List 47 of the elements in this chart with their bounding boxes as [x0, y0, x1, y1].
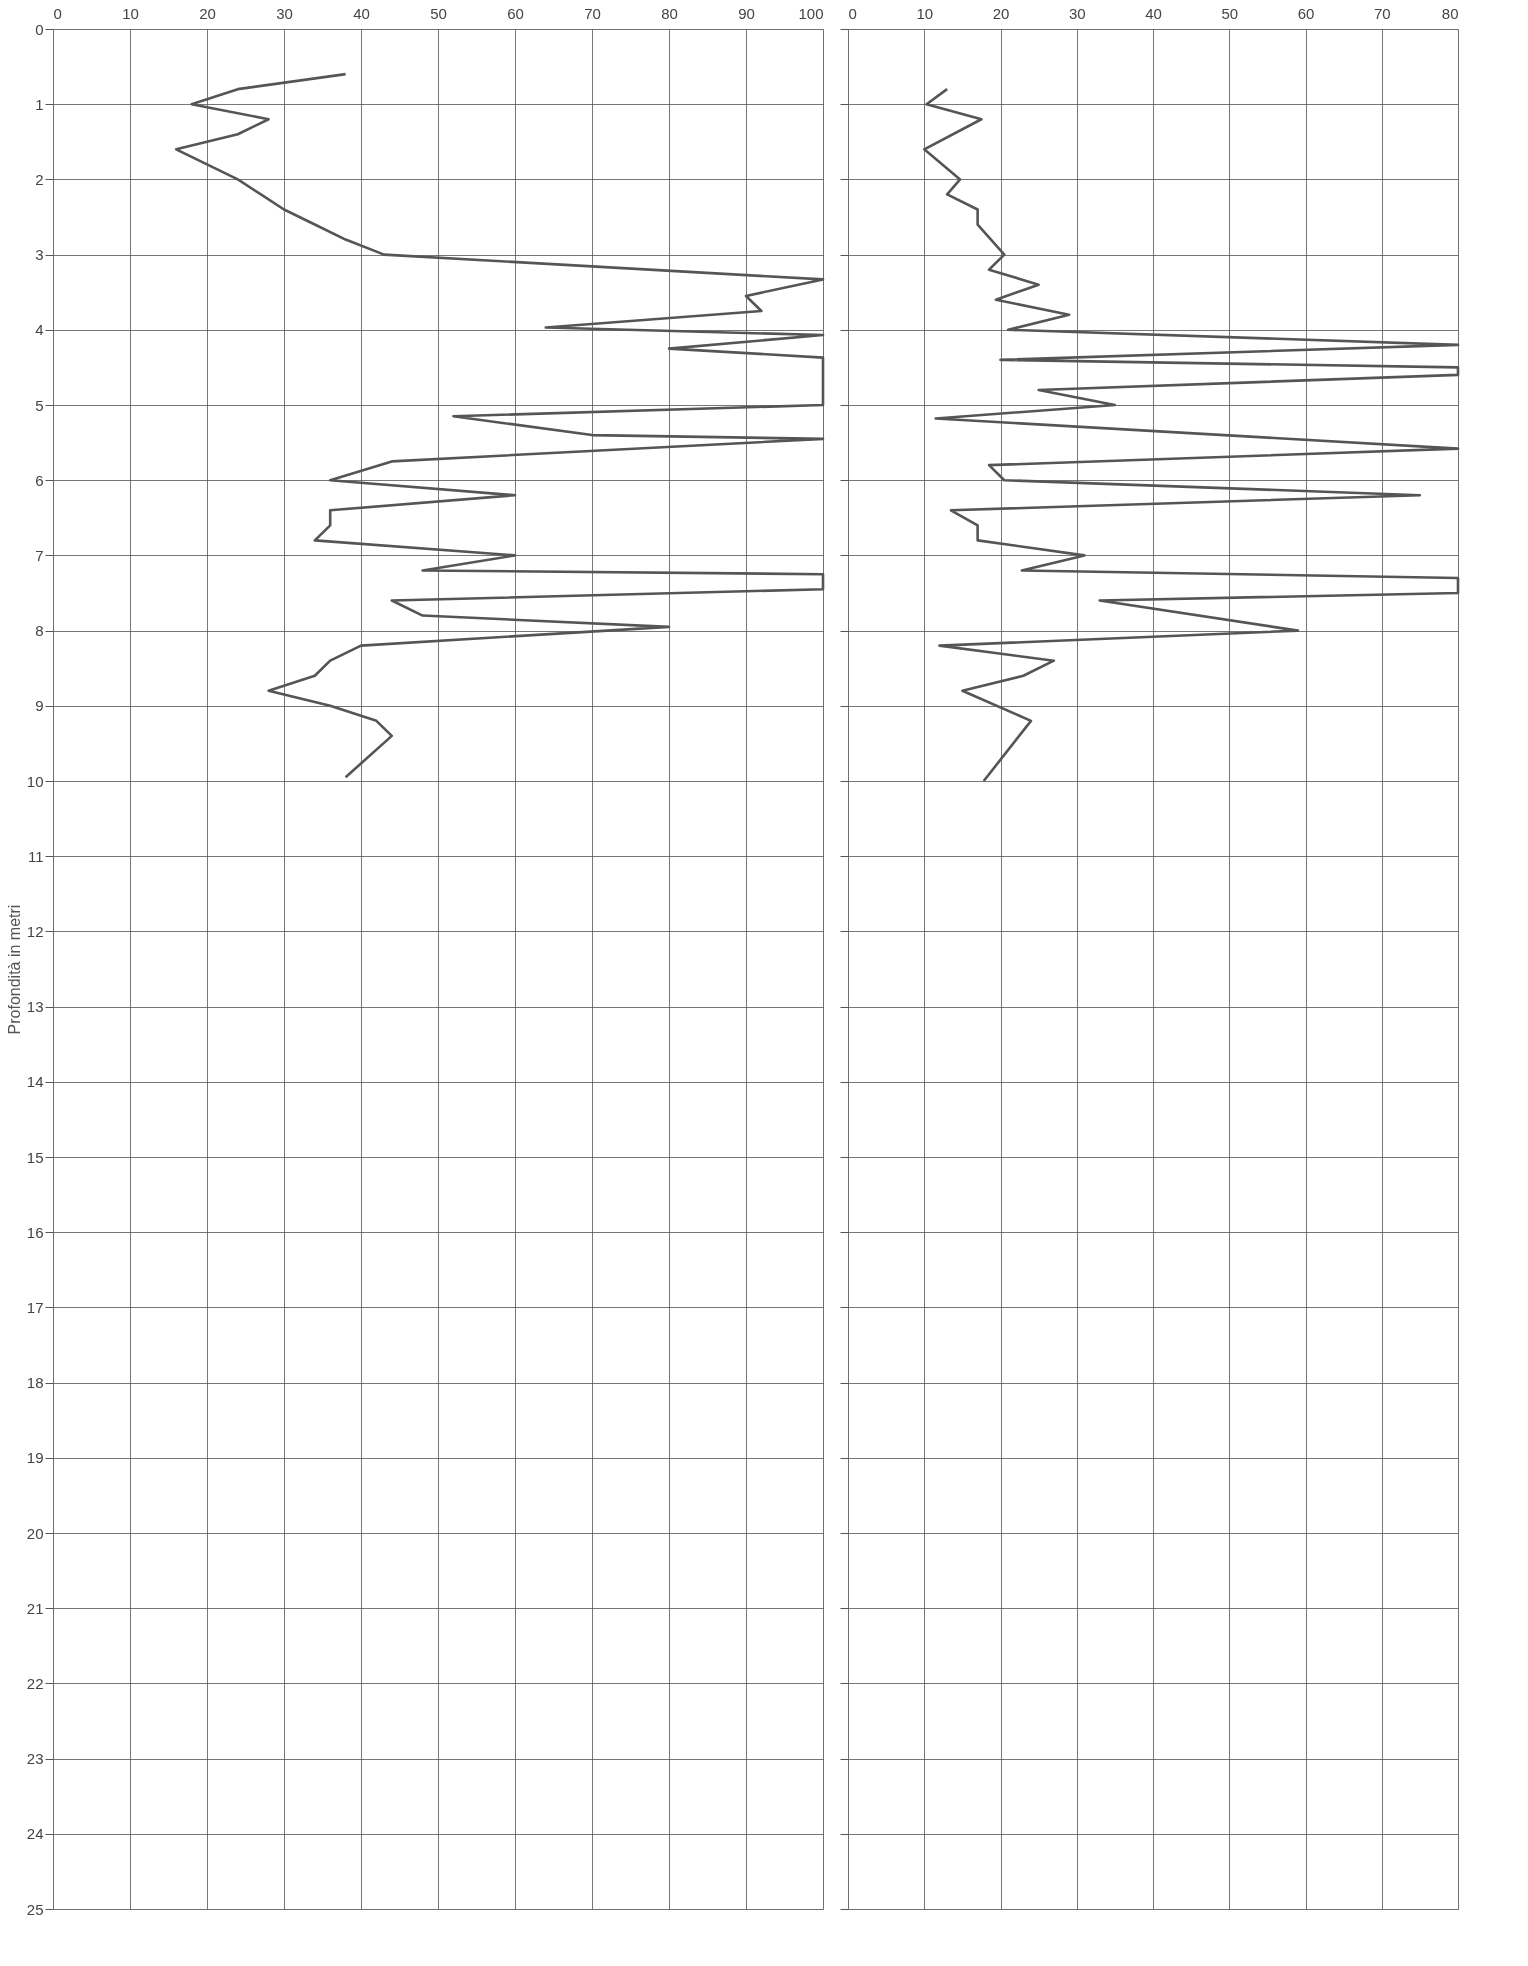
x-tick-label: 0 — [848, 4, 857, 22]
y-tick-label: 15 — [26, 1148, 44, 1166]
y-tick-label: 2 — [35, 170, 44, 188]
y-tick-label: 19 — [26, 1449, 44, 1467]
x-tick-label: 80 — [1441, 4, 1459, 22]
y-tick-label: 1 — [35, 95, 44, 113]
y-tick-label: 12 — [26, 922, 44, 940]
x-tick-label: 80 — [661, 4, 678, 22]
y-tick-label: 17 — [26, 1298, 44, 1316]
y-tick-label: 5 — [35, 396, 44, 414]
y-tick-label: 6 — [35, 471, 44, 489]
y-tick-label: 24 — [26, 1825, 44, 1843]
x-tick-label: 40 — [353, 4, 370, 22]
y-tick-label: 11 — [27, 847, 44, 865]
x-tick-label: 90 — [738, 4, 755, 22]
y-tick-label: 13 — [26, 998, 44, 1016]
y-tick-label: 4 — [35, 321, 44, 339]
x-tick-label: 10 — [916, 4, 934, 22]
y-axis-title: Profondità in metri — [5, 904, 23, 1035]
y-tick-label: 18 — [26, 1374, 44, 1392]
y-tick-label: 16 — [26, 1223, 44, 1241]
x-tick-label: 30 — [1068, 4, 1086, 22]
y-tick-label: 0 — [35, 20, 44, 38]
y-tick-label: 7 — [35, 546, 44, 564]
x-tick-label: 20 — [199, 4, 216, 22]
y-tick-label: 14 — [26, 1073, 44, 1091]
y-tick-label: 9 — [35, 697, 44, 715]
x-tick-label: 60 — [507, 4, 524, 22]
y-tick-label: 22 — [26, 1674, 44, 1692]
y-tick-label: 8 — [35, 622, 44, 640]
x-tick-label: 70 — [1373, 4, 1391, 22]
x-tick-label: 10 — [122, 4, 139, 22]
x-tick-label: 0 — [53, 4, 62, 22]
x-tick-label: 30 — [276, 4, 293, 22]
x-tick-label: 20 — [992, 4, 1010, 22]
y-tick-label: 21 — [26, 1599, 44, 1617]
y-tick-label: 23 — [26, 1750, 44, 1768]
y-tick-label: 25 — [26, 1900, 44, 1918]
x-tick-label: 50 — [1221, 4, 1239, 22]
y-tick-label: 3 — [35, 246, 44, 264]
x-tick-label: 40 — [1145, 4, 1162, 22]
x-tick-label: 100 — [798, 4, 824, 22]
y-tick-label: 10 — [26, 772, 44, 790]
y-tick-label: 20 — [26, 1524, 44, 1542]
x-tick-label: 70 — [584, 4, 601, 22]
x-tick-label: 50 — [430, 4, 447, 22]
x-tick-label: 60 — [1297, 4, 1315, 22]
